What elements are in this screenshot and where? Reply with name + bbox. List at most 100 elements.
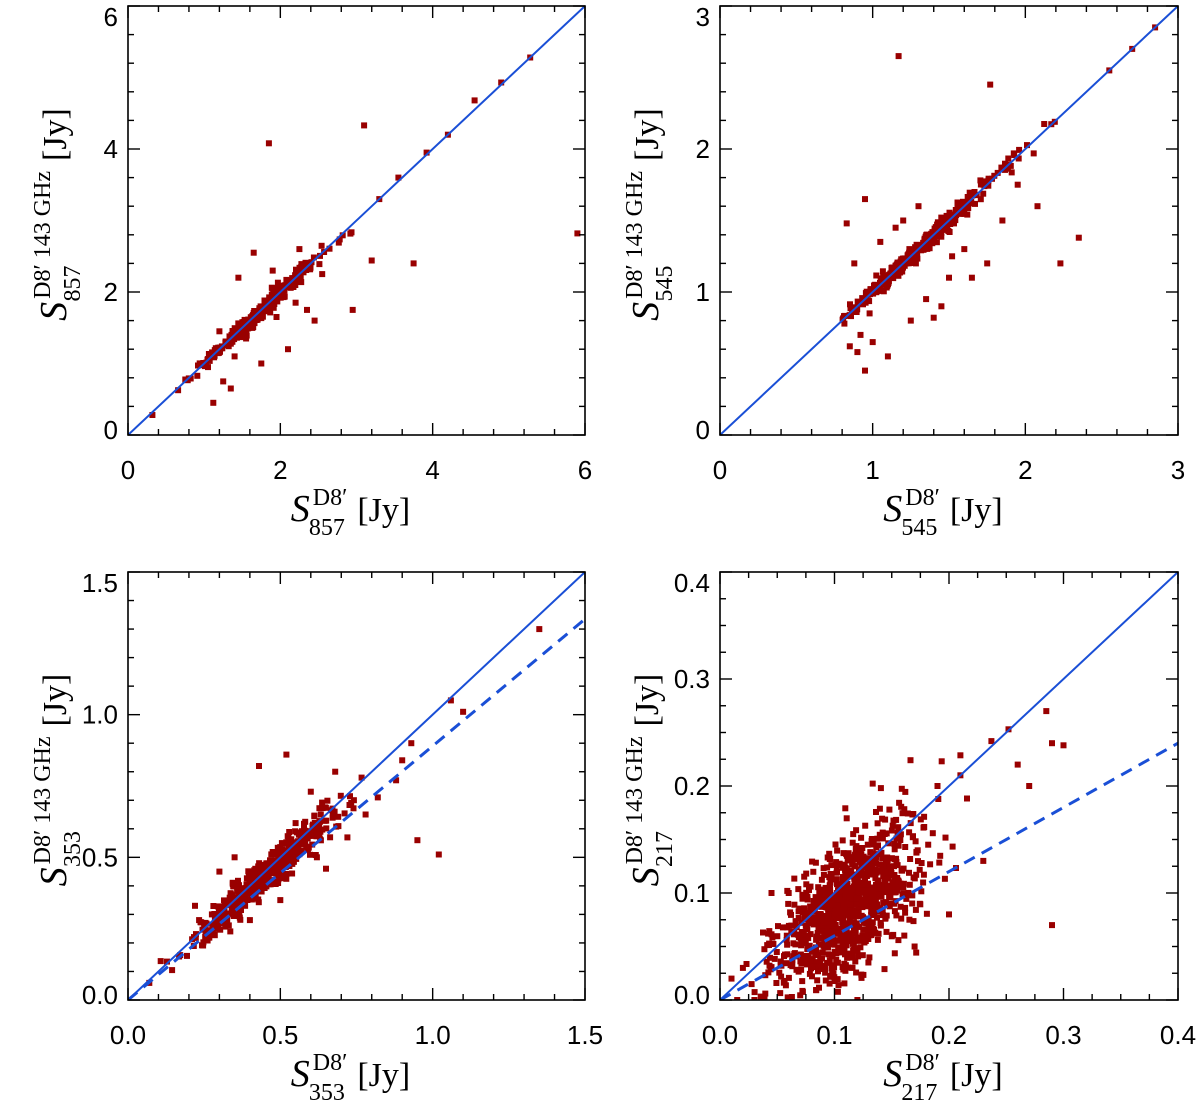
- data-point: [968, 274, 975, 281]
- panel-217: 0.0 0.1 0.2 0.3 0.40.00.10.20.30.4S D8′ 217 [Jy…: [622, 568, 1196, 1102]
- data-point: [789, 963, 796, 970]
- data-point: [945, 215, 952, 222]
- data-point: [872, 866, 879, 873]
- data-point: [792, 918, 799, 925]
- data-point: [395, 174, 402, 181]
- data-point: [858, 834, 865, 841]
- data-point: [205, 351, 212, 357]
- data-point: [750, 1006, 756, 1012]
- data-point: [779, 924, 786, 931]
- data-point: [964, 194, 971, 200]
- data-point: [933, 233, 940, 239]
- y-tick-label: 0.1: [674, 878, 710, 908]
- data-point: [251, 895, 258, 902]
- data-point: [311, 317, 318, 324]
- data-point: [868, 893, 875, 899]
- data-point: [831, 941, 838, 948]
- data-point: [245, 873, 252, 880]
- data-point: [949, 843, 956, 850]
- data-point: [833, 956, 840, 963]
- data-point: [206, 357, 213, 364]
- x-tick-label: 1.5: [567, 1020, 603, 1050]
- data-point: [286, 839, 293, 845]
- data-point: [877, 868, 884, 875]
- data-point: [1043, 708, 1050, 715]
- data-point: [884, 902, 890, 909]
- data-point: [348, 799, 355, 806]
- data-point: [854, 349, 861, 356]
- data-point: [1026, 783, 1033, 789]
- data-point: [844, 954, 851, 961]
- data-point: [277, 844, 284, 851]
- data-point: [842, 899, 848, 906]
- data-point: [897, 903, 904, 910]
- data-point: [1011, 152, 1018, 158]
- data-point: [961, 200, 968, 207]
- data-point: [471, 97, 478, 104]
- data-point: [801, 916, 808, 923]
- data-point: [316, 261, 323, 268]
- data-point: [832, 937, 838, 944]
- data-point: [998, 164, 1005, 171]
- data-point: [820, 871, 827, 878]
- data-point: [276, 284, 283, 291]
- plot-frame: [127, 5, 586, 436]
- data-point: [825, 939, 832, 946]
- data-point: [785, 974, 792, 981]
- data-point: [877, 919, 884, 926]
- data-point: [895, 824, 902, 831]
- y-axis-label-sub: 217: [652, 831, 678, 867]
- data-point: [863, 889, 870, 896]
- data-point: [268, 291, 275, 298]
- data-point: [980, 857, 987, 864]
- y-tick-label: 1.0: [82, 700, 118, 730]
- data-point: [859, 295, 866, 302]
- data-point: [832, 861, 839, 868]
- data-point: [761, 996, 768, 1000]
- data-point: [831, 964, 838, 971]
- data-point: [760, 929, 766, 936]
- data-point: [843, 220, 850, 227]
- data-point: [954, 199, 961, 206]
- data-point: [827, 887, 834, 894]
- data-point: [891, 950, 898, 957]
- data-point: [801, 905, 808, 912]
- data-point: [323, 825, 330, 832]
- data-point: [795, 886, 802, 893]
- data-point: [882, 816, 889, 823]
- data-point: [889, 879, 896, 886]
- data-point: [906, 251, 913, 258]
- data-point: [846, 885, 853, 891]
- y-axis-label-symbol: S: [625, 867, 667, 886]
- data-point: [822, 965, 829, 972]
- dashed-fit-line: [720, 741, 1178, 1000]
- data-point: [797, 951, 804, 958]
- data-point: [874, 820, 881, 827]
- data-point: [891, 863, 897, 870]
- data-point: [910, 918, 917, 925]
- data-point: [849, 839, 856, 846]
- data-point: [300, 262, 307, 269]
- data-point: [460, 708, 467, 715]
- data-point: [311, 812, 318, 819]
- data-point: [853, 309, 860, 315]
- data-point: [985, 182, 992, 189]
- data-point: [223, 342, 230, 349]
- data-point: [272, 285, 278, 292]
- data-point: [289, 870, 296, 877]
- data-point: [895, 842, 902, 849]
- data-point: [950, 211, 957, 218]
- data-point: [292, 299, 299, 306]
- data-point: [842, 951, 848, 958]
- data-point: [913, 949, 920, 956]
- data-point: [886, 893, 893, 900]
- data-point: [877, 238, 884, 245]
- data-point: [852, 882, 858, 889]
- data-point: [815, 941, 822, 948]
- data-point: [853, 895, 860, 902]
- data-point: [261, 307, 268, 314]
- data-point: [227, 385, 234, 392]
- data-point: [841, 320, 848, 327]
- data-point: [846, 912, 853, 919]
